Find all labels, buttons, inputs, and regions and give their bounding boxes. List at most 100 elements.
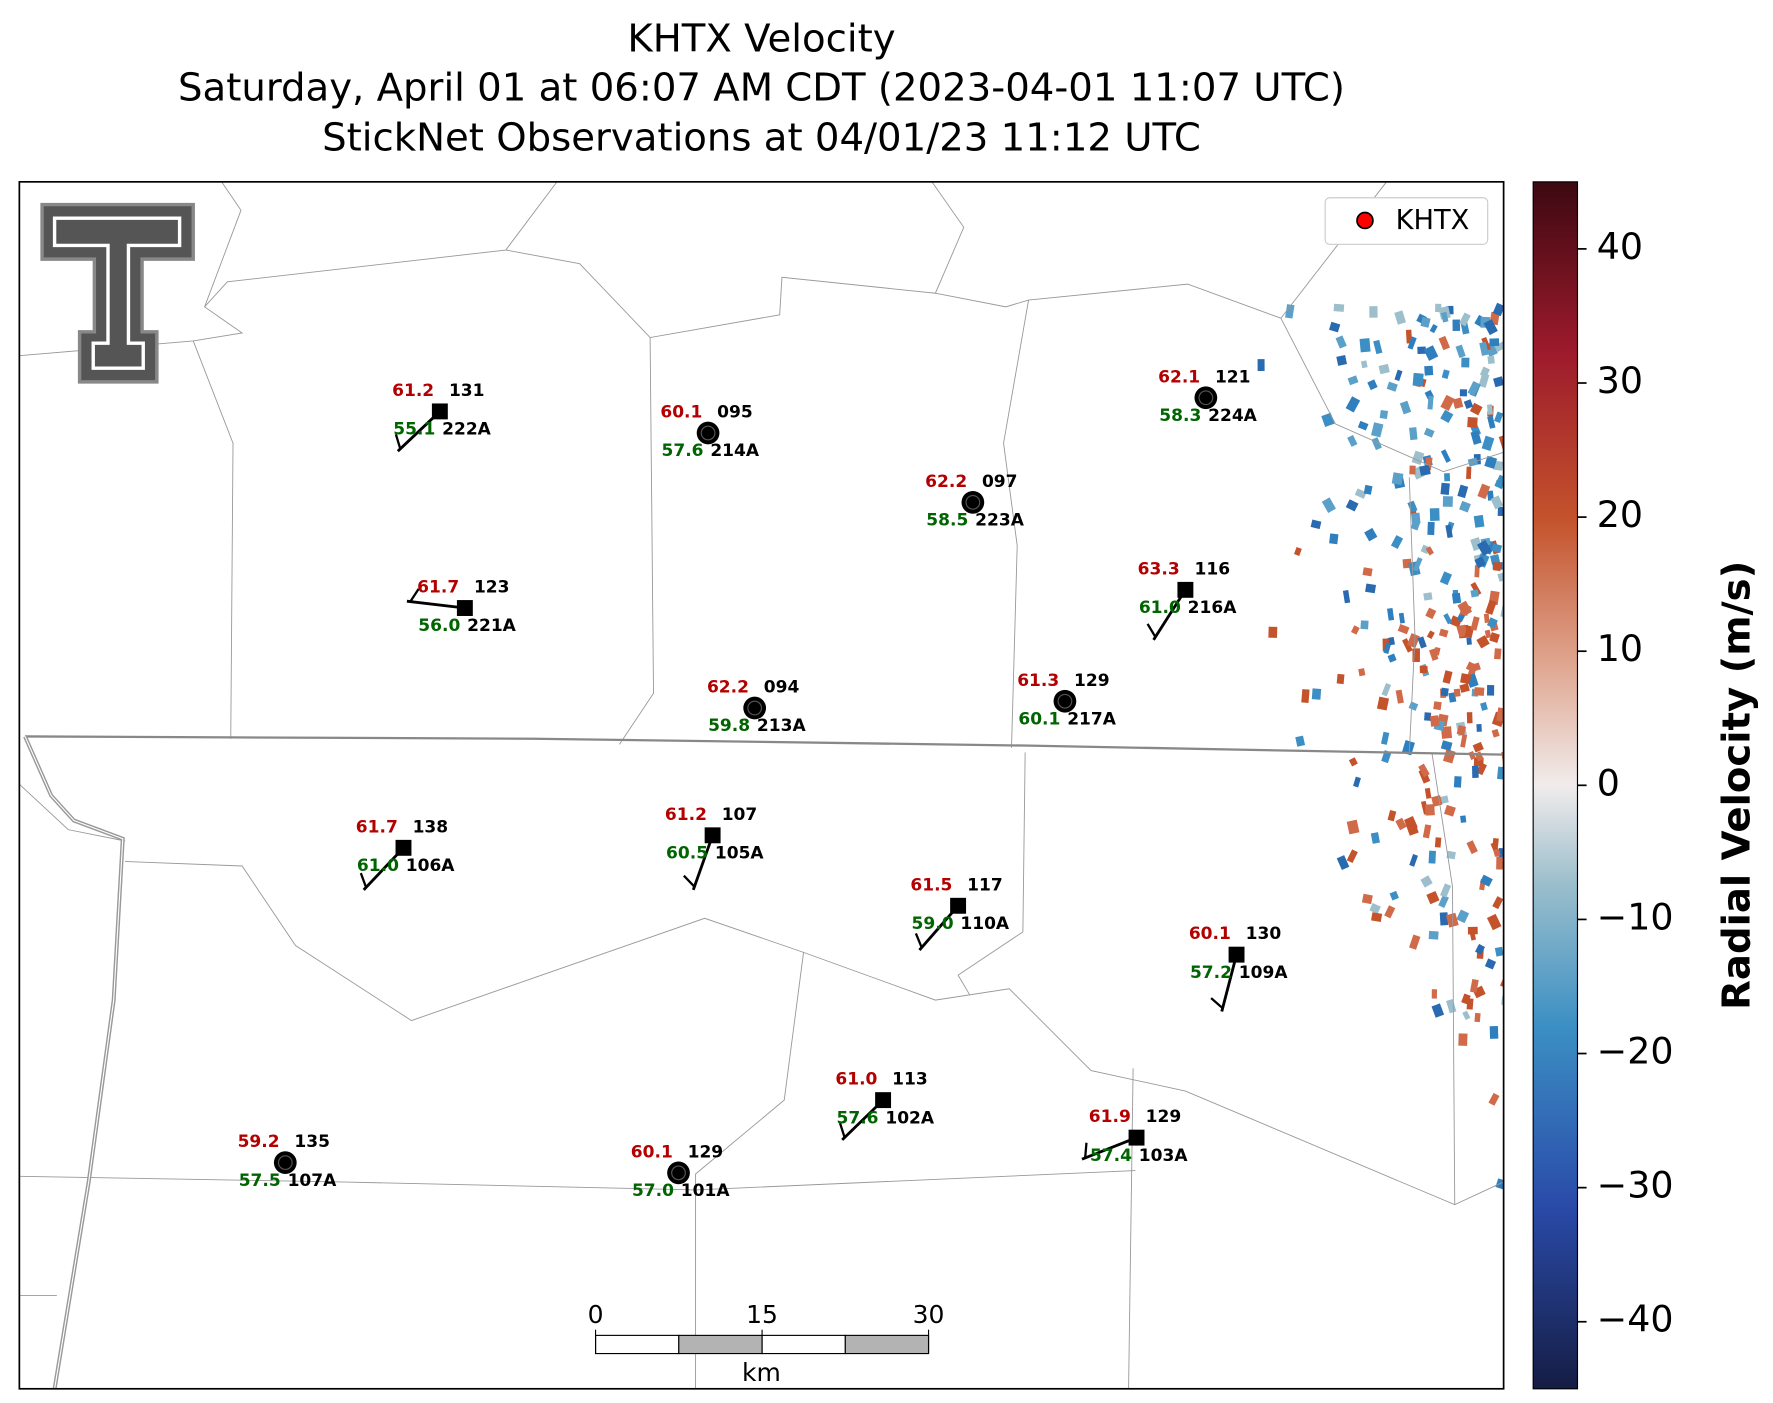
radar-pixel [1407,336,1417,350]
radar-pixel [1460,815,1467,823]
radar-pixel [1489,632,1500,643]
radar-pixel [1481,435,1495,451]
title-line: Saturday, April 01 at 06:07 AM CDT (2023… [178,65,1345,110]
radar-pixel [1395,817,1407,831]
colorbar-tick-label: 40 [1597,225,1643,268]
radar-pixel [1360,620,1369,630]
radar-pixel [1441,369,1450,380]
radar-pixel [1472,765,1479,778]
station-marker [950,897,967,914]
radar-pixel [1429,715,1440,727]
radar-pixel [1459,389,1468,397]
station-id: 214A [710,441,760,461]
dewpoint: 57.0 [632,1181,674,1201]
radar-pixel [1398,612,1405,624]
temperature: 61.2 [392,381,434,401]
radar-pixel [1378,363,1390,375]
radar-pixel [1477,483,1491,500]
wind-barb-flag [914,933,923,948]
radar-pixel [1438,335,1451,351]
wind-barb-flag [1146,623,1157,638]
colorbar-tick-label: 0 [1597,761,1620,804]
radar-pixel [1446,999,1457,1014]
scale-tick-label: 15 [746,1300,778,1329]
radar-pixel [1493,648,1502,660]
radar-pixel [1496,766,1504,780]
dewpoint: 60.5 [666,844,708,864]
radar-pixel [1439,571,1453,586]
radar-pixel [1499,978,1504,988]
wind-barb-flag [409,588,420,603]
radar-pixel [1417,346,1426,355]
radar-pixel [1452,397,1464,409]
colorbar-tick-label: −30 [1597,1164,1674,1207]
dewpoint: 57.5 [239,1171,281,1191]
radar-pixel [1456,725,1467,736]
wind-barb-flag [1210,997,1224,1010]
radar-pixel [1489,1025,1499,1039]
legend: KHTX [1324,197,1489,245]
radar-pixel [1381,682,1392,697]
radar-pixel [1494,411,1504,423]
scale-segment [594,1334,680,1355]
station-id: 105A [715,844,765,864]
radar-pixel [1424,712,1432,721]
radar-pixel [1440,409,1454,424]
station-code: 113 [892,1070,928,1090]
radar-pixel [1257,359,1265,372]
radar-pixel [1329,321,1341,333]
temperature: 59.2 [238,1132,280,1152]
radar-pixel [1335,335,1347,349]
scale-bar: km 0 15 30 [588,1300,945,1387]
radar-pixel [1429,648,1439,661]
station-code: 116 [1194,559,1230,579]
radar-pixel [1470,582,1482,596]
radar-pixel [1458,1033,1468,1046]
radar-pixel [1455,344,1466,359]
state-boundaries [23,735,1504,1389]
radar-pixel [1311,688,1322,700]
wind-barb-flag [838,1122,846,1138]
radar-pixel [1469,402,1483,416]
station-code: 094 [764,678,800,698]
radar-pixel [1293,546,1302,556]
radar-pixel [1419,665,1428,674]
dewpoint: 61.0 [357,856,399,876]
radar-pixel [1492,302,1504,317]
radar-pixel [1440,687,1449,697]
radar-pixel [1467,926,1478,935]
radar-pixel [1353,776,1361,788]
radar-pixel [1428,930,1439,940]
radar-pixel [1387,653,1397,663]
radar-pixel [1459,607,1469,616]
temperature: 61.7 [356,817,398,837]
radar-pixel [1370,832,1380,844]
temperature: 61.2 [665,805,707,825]
radar-pixel [1384,905,1396,919]
radar-pixel [1387,607,1395,621]
radar-pixel [1363,484,1373,495]
radar-pixel [1423,592,1433,601]
radar-pixel [1295,735,1306,747]
station-id: 221A [467,616,517,636]
radar-pixel [1364,527,1378,542]
station-code: 097 [982,472,1018,492]
dewpoint: 59.0 [912,914,954,934]
radar-pixel [1433,701,1442,711]
radar-pixel [1474,556,1486,569]
station-code: 129 [1146,1107,1182,1127]
legend-marker [1356,211,1374,230]
radar-pixel [1483,613,1490,624]
station-id: 110A [960,914,1010,934]
radar-pixel [1483,319,1498,336]
radar-pixel [1445,524,1453,539]
station-marker [667,1161,690,1185]
temperature: 62.2 [707,678,749,698]
radar-pixel [1404,816,1418,832]
radar-pixel [1346,819,1360,835]
radar-pixel [1345,499,1359,512]
scale-segment [844,1334,930,1355]
map-area: 61.2 131 55.1 222A 60.1 095 57.6 214A 62.2 097 58.… [19,181,1504,1389]
